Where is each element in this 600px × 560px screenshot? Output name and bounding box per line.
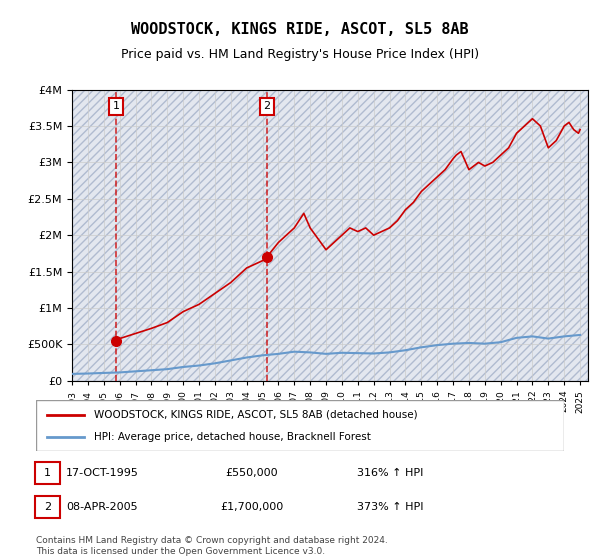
Text: Contains HM Land Registry data © Crown copyright and database right 2024.
This d: Contains HM Land Registry data © Crown c… <box>36 536 388 556</box>
Text: £1,700,000: £1,700,000 <box>220 502 284 512</box>
Text: 17-OCT-1995: 17-OCT-1995 <box>65 468 139 478</box>
Text: 2: 2 <box>263 101 271 111</box>
Text: HPI: Average price, detached house, Bracknell Forest: HPI: Average price, detached house, Brac… <box>94 432 371 442</box>
Text: 373% ↑ HPI: 373% ↑ HPI <box>357 502 423 512</box>
Text: Price paid vs. HM Land Registry's House Price Index (HPI): Price paid vs. HM Land Registry's House … <box>121 48 479 60</box>
FancyBboxPatch shape <box>35 462 60 484</box>
FancyBboxPatch shape <box>35 496 60 518</box>
Text: 08-APR-2005: 08-APR-2005 <box>66 502 138 512</box>
Text: 316% ↑ HPI: 316% ↑ HPI <box>357 468 423 478</box>
FancyBboxPatch shape <box>36 400 564 451</box>
Text: 1: 1 <box>44 468 51 478</box>
Text: WOODSTOCK, KINGS RIDE, ASCOT, SL5 8AB: WOODSTOCK, KINGS RIDE, ASCOT, SL5 8AB <box>131 22 469 38</box>
Text: 2: 2 <box>44 502 51 512</box>
Text: WOODSTOCK, KINGS RIDE, ASCOT, SL5 8AB (detached house): WOODSTOCK, KINGS RIDE, ASCOT, SL5 8AB (d… <box>94 409 418 419</box>
Text: 1: 1 <box>113 101 120 111</box>
Text: £550,000: £550,000 <box>226 468 278 478</box>
